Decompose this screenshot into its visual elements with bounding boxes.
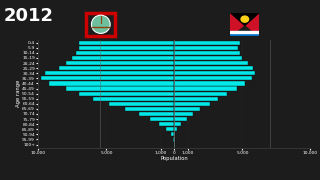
Bar	[72, 56, 174, 60]
Bar	[79, 46, 174, 50]
Bar	[174, 46, 238, 50]
Polygon shape	[230, 13, 259, 25]
Bar	[59, 66, 174, 70]
Bar	[174, 97, 218, 101]
Text: 2012: 2012	[3, 7, 53, 25]
Bar	[150, 117, 174, 121]
Bar	[165, 127, 174, 131]
Bar	[79, 91, 174, 96]
Y-axis label: Age range: Age range	[16, 80, 20, 107]
Bar	[174, 71, 255, 75]
Bar	[174, 102, 210, 106]
Polygon shape	[245, 13, 259, 36]
Bar	[139, 112, 174, 116]
Bar	[109, 102, 174, 106]
Bar	[174, 40, 240, 45]
Bar	[45, 71, 174, 75]
Bar	[174, 91, 228, 96]
Bar	[174, 51, 240, 55]
Bar	[174, 132, 175, 136]
Bar	[174, 86, 237, 91]
Bar	[41, 76, 174, 80]
X-axis label: Population: Population	[161, 156, 188, 161]
Bar	[49, 81, 174, 86]
Bar	[159, 122, 174, 126]
Bar	[174, 127, 177, 131]
Bar	[171, 132, 174, 136]
Bar	[174, 56, 243, 60]
Bar	[174, 112, 193, 116]
Ellipse shape	[92, 15, 110, 33]
Bar	[174, 61, 248, 65]
Polygon shape	[230, 33, 259, 36]
Bar	[174, 81, 245, 86]
Bar	[174, 137, 175, 141]
Bar	[76, 51, 174, 55]
Circle shape	[241, 16, 249, 22]
Bar	[173, 137, 174, 141]
Bar	[93, 97, 174, 101]
Bar	[174, 76, 252, 80]
Polygon shape	[230, 31, 259, 33]
Bar	[66, 86, 174, 91]
Bar	[66, 61, 174, 65]
Bar	[125, 107, 174, 111]
Bar	[79, 40, 174, 45]
Polygon shape	[230, 13, 245, 36]
Bar	[174, 117, 187, 121]
Bar	[174, 66, 253, 70]
Bar	[174, 107, 200, 111]
Bar	[174, 122, 181, 126]
